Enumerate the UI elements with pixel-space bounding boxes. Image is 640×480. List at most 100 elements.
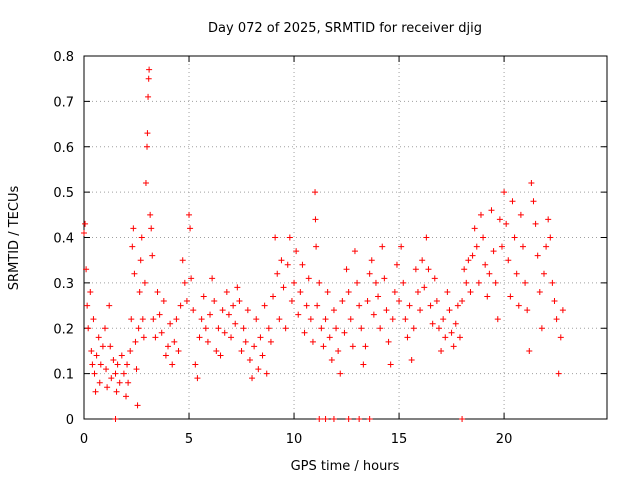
data-point xyxy=(110,357,117,364)
data-point xyxy=(225,311,232,318)
data-point xyxy=(559,307,566,314)
data-point xyxy=(314,302,321,309)
data-point xyxy=(144,143,151,150)
data-point xyxy=(351,248,358,255)
data-point xyxy=(551,298,558,305)
data-point xyxy=(505,257,512,264)
data-point xyxy=(175,347,182,354)
data-point xyxy=(146,66,153,73)
data-point xyxy=(328,357,335,364)
data-point xyxy=(92,388,99,395)
data-point xyxy=(309,338,316,345)
data-point xyxy=(417,307,424,314)
data-point xyxy=(330,416,337,422)
data-point xyxy=(84,302,91,309)
data-point xyxy=(91,370,98,377)
data-point xyxy=(263,370,270,377)
data-point xyxy=(391,288,398,295)
data-point xyxy=(312,216,319,223)
data-point xyxy=(81,229,87,236)
data-point xyxy=(333,325,340,332)
data-point xyxy=(366,270,373,277)
data-point xyxy=(149,252,156,259)
data-point xyxy=(532,220,539,227)
data-point xyxy=(116,379,123,386)
data-point xyxy=(236,298,243,305)
data-point xyxy=(261,302,268,309)
data-point xyxy=(303,302,310,309)
data-point xyxy=(324,288,331,295)
data-point xyxy=(345,416,352,422)
data-point xyxy=(127,347,134,354)
data-point xyxy=(557,334,564,341)
data-point xyxy=(406,302,413,309)
data-point xyxy=(337,370,344,377)
data-point xyxy=(322,416,329,422)
data-point xyxy=(249,375,256,382)
data-point xyxy=(456,334,463,341)
y-tick-label: 0.4 xyxy=(53,232,74,247)
data-point xyxy=(134,402,141,409)
data-point xyxy=(131,270,138,277)
data-point xyxy=(530,198,537,205)
data-point xyxy=(83,266,90,273)
data-point xyxy=(475,279,482,286)
data-point xyxy=(130,225,137,232)
data-point xyxy=(398,243,405,250)
data-point xyxy=(123,393,130,400)
data-point xyxy=(162,352,169,359)
data-point xyxy=(278,257,285,264)
data-point xyxy=(200,293,207,300)
data-point xyxy=(364,298,371,305)
x-axis-label: GPS time / hours xyxy=(291,459,400,474)
data-point xyxy=(125,379,132,386)
data-point xyxy=(156,311,163,318)
data-point xyxy=(446,307,453,314)
data-point xyxy=(140,334,147,341)
data-point xyxy=(509,198,516,205)
data-point xyxy=(448,329,455,336)
data-point xyxy=(242,338,249,345)
data-point xyxy=(425,266,432,273)
data-point xyxy=(435,325,442,332)
data-point xyxy=(354,279,361,286)
data-point xyxy=(96,379,103,386)
data-point xyxy=(467,288,474,295)
data-point xyxy=(431,275,438,282)
y-axis: 0 0.1 0.2 0.3 0.4 0.5 0.6 0.7 0.8 xyxy=(53,50,607,428)
data-point xyxy=(385,338,392,345)
data-point xyxy=(305,275,312,282)
data-point xyxy=(343,266,350,273)
data-point xyxy=(515,302,522,309)
data-point xyxy=(463,279,470,286)
data-point xyxy=(253,316,260,323)
data-point xyxy=(165,343,172,350)
data-point xyxy=(519,243,526,250)
data-point xyxy=(171,338,178,345)
data-point xyxy=(240,325,247,332)
data-point xyxy=(124,361,131,368)
data-point xyxy=(148,225,155,232)
data-point xyxy=(482,261,489,268)
data-point xyxy=(136,288,143,295)
data-point xyxy=(543,243,550,250)
data-point xyxy=(496,216,503,223)
y-tick-label: 0.1 xyxy=(53,368,74,383)
data-point xyxy=(488,207,495,214)
data-point xyxy=(280,284,287,291)
data-point xyxy=(95,334,102,341)
data-point xyxy=(461,266,468,273)
data-point xyxy=(196,334,203,341)
x-tick-label: 5 xyxy=(185,432,193,447)
data-point xyxy=(498,243,505,250)
data-point xyxy=(276,316,283,323)
data-point xyxy=(152,334,159,341)
data-point xyxy=(114,361,121,368)
data-point xyxy=(379,243,386,250)
data-point xyxy=(135,325,142,332)
data-point xyxy=(404,334,411,341)
data-point xyxy=(396,298,403,305)
data-point xyxy=(295,311,302,318)
data-point xyxy=(318,325,325,332)
data-point xyxy=(154,288,161,295)
